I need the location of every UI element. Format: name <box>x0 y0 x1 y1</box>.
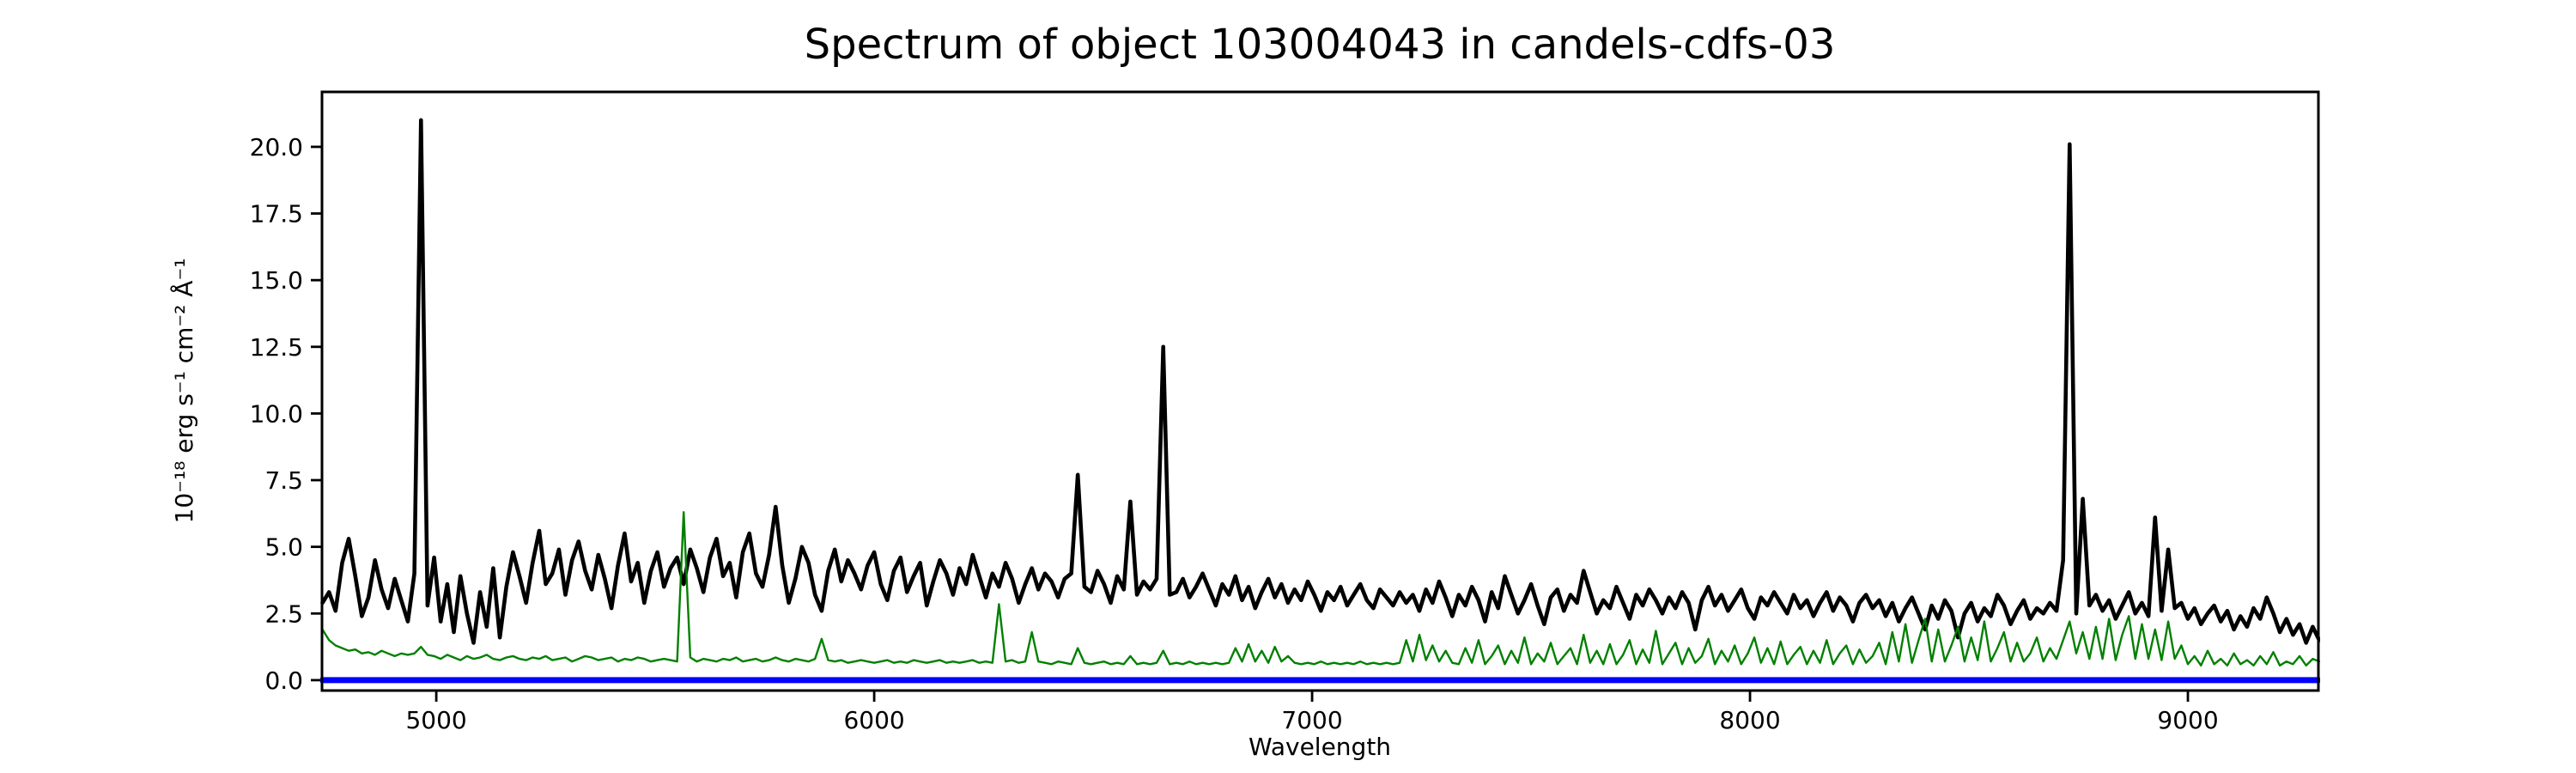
y-tick-label: 10.0 <box>250 399 303 428</box>
axis-ticks: 5000 6000 7000 8000 9000 0.0 2.5 5.0 7.5 10.0 12.5… <box>250 133 2219 734</box>
x-tick-label: 6000 <box>843 706 904 734</box>
x-tick-label: 5000 <box>405 706 466 734</box>
chart-title: Spectrum of object 103004043 in candels-… <box>804 21 1836 69</box>
y-tick-label: 12.5 <box>250 333 303 362</box>
y-tick-label: 5.0 <box>264 533 303 562</box>
y-tick-label: 2.5 <box>264 600 303 628</box>
plot-border <box>320 90 2320 692</box>
y-tick-label: 20.0 <box>250 133 303 161</box>
y-tick-label: 0.0 <box>264 666 303 695</box>
x-axis-label: Wavelength <box>1248 733 1392 761</box>
x-tick-label: 8000 <box>1719 706 1780 734</box>
y-tick-label: 15.0 <box>250 266 303 295</box>
x-tick-label: 9000 <box>2157 706 2218 734</box>
noise-sigma-line <box>321 511 2320 666</box>
y-tick-label: 7.5 <box>264 466 303 495</box>
series-lines <box>320 118 2320 684</box>
y-tick-label: 17.5 <box>250 200 303 228</box>
x-tick-label: 7000 <box>1281 706 1342 734</box>
object-flux-line <box>320 118 2320 645</box>
